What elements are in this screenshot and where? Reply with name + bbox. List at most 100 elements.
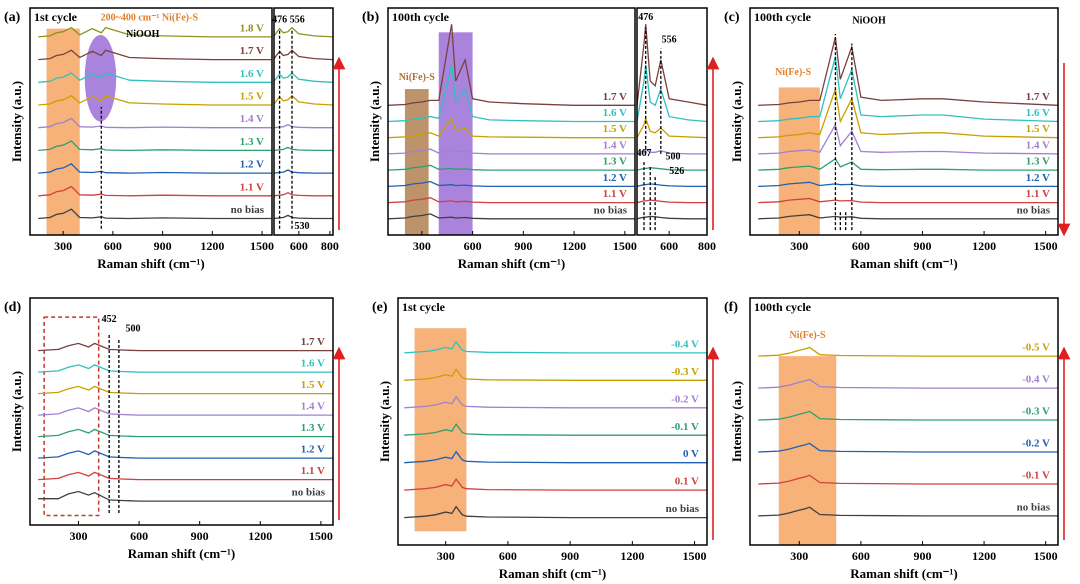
- y-axis-label: Intensity (a.u.): [729, 381, 744, 462]
- series-label: no bias: [594, 204, 628, 216]
- x-tick-label: 600: [852, 549, 870, 563]
- spectrum-line: [636, 24, 708, 106]
- panel: 300 600 900 1200 1500 Raman shift (cm⁻¹) Inten…: [362, 7, 637, 271]
- x-tick-label: 900: [154, 239, 172, 253]
- spectrum-line: [38, 208, 272, 220]
- annotation: Ni(Fe)-S: [775, 67, 812, 78]
- x-tick-label: 300: [69, 529, 87, 543]
- series-label: -0.2 V: [671, 393, 699, 405]
- highlight-region: [438, 32, 473, 236]
- series-label: 1.1 V: [240, 181, 264, 193]
- x-tick-label: 300: [413, 239, 431, 253]
- plot-frame: [29, 297, 334, 526]
- x-tick-label: 1500: [309, 529, 333, 543]
- spectrum-line: [758, 506, 1058, 517]
- series-label: -0.4 V: [1022, 374, 1050, 386]
- panel-label: (d): [4, 300, 21, 315]
- series-label: 1.7 V: [240, 45, 264, 57]
- series-label: -0.5 V: [1022, 342, 1050, 354]
- spectrum-line: [758, 346, 1058, 357]
- plot-frame: [749, 7, 1059, 236]
- series-label: 1.8 V: [240, 22, 264, 34]
- x-tick-label: 1500: [613, 239, 637, 253]
- series-label: 1.4 V: [301, 401, 325, 413]
- spectrum-line: [273, 191, 333, 197]
- series-label: 1.7 V: [603, 91, 627, 103]
- series-label: 1.1 V: [603, 188, 627, 200]
- x-tick-label: 300: [437, 549, 455, 563]
- x-tick-label: 1500: [250, 239, 274, 253]
- series-label: 1.6 V: [301, 358, 325, 370]
- series-label: 1.4 V: [1026, 139, 1050, 151]
- spectrum-line: [387, 64, 635, 123]
- spectrum-line: [38, 94, 272, 106]
- x-tick-label: 900: [514, 239, 532, 253]
- spectrum-line: [38, 342, 333, 352]
- spectrum-line: [758, 410, 1058, 421]
- y-axis-label: Intensity (a.u.): [9, 371, 24, 452]
- series-label: no bias: [292, 487, 326, 499]
- series-label: no bias: [1017, 204, 1051, 216]
- series-label: 1.7 V: [301, 336, 325, 348]
- plot-frame: [387, 7, 636, 236]
- x-tick-label: 600: [464, 239, 482, 253]
- spectrum-line: [636, 148, 707, 155]
- spectrum-line: [636, 116, 708, 139]
- spectrum-line: [38, 72, 272, 83]
- spectrum-line: [404, 340, 707, 354]
- x-tick-label: 600: [104, 239, 122, 253]
- spectrum-line: [38, 407, 333, 416]
- series-label: 1.2 V: [301, 444, 325, 456]
- series-label: -0.2 V: [1022, 438, 1050, 450]
- x-tick-label: 1200: [562, 239, 586, 253]
- x-tick-label: 300: [54, 239, 72, 253]
- annotation: 467: [637, 148, 652, 159]
- spectrum-line: [758, 197, 1058, 204]
- panel-label: (e): [372, 300, 388, 315]
- x-axis-label: Raman shift (cm⁻¹): [458, 256, 566, 271]
- spectrum-line: [404, 368, 707, 381]
- series-label: 0.1 V: [675, 476, 699, 488]
- x-tick-label: 1200: [620, 549, 644, 563]
- spectrum-line: [404, 450, 707, 464]
- series-label: 1.2 V: [240, 159, 264, 171]
- highlight-region: [404, 89, 429, 235]
- x-tick-label: 600: [852, 239, 870, 253]
- spectrum-line: [38, 26, 272, 38]
- annotation: 530: [294, 221, 309, 232]
- series-label: 1.6 V: [603, 107, 627, 119]
- spectrum-line: [758, 37, 1059, 106]
- panel: 300 600 900 1200 1500 Raman shift (cm⁻¹) Inten…: [4, 297, 346, 561]
- series-label: 1.2 V: [1026, 172, 1050, 184]
- highlight-region: [778, 87, 820, 235]
- x-tick-label: 800: [698, 239, 716, 253]
- spectrum-line: [404, 505, 707, 519]
- spectrum-line: [38, 428, 333, 438]
- series-label: 1.5 V: [240, 91, 264, 103]
- spectrum-line: [387, 197, 635, 204]
- series-label: no bias: [231, 204, 265, 216]
- panel-label: (f): [724, 300, 738, 315]
- series-label: 1.3 V: [603, 156, 627, 168]
- series-label: 1.4 V: [240, 113, 264, 125]
- annotation: 452: [102, 314, 117, 325]
- annotation: Ni(Fe)-S: [399, 72, 436, 83]
- panel-subtitle: 1st cycle: [402, 300, 446, 314]
- annotation: NiOOH: [852, 15, 886, 26]
- highlight-region: [46, 28, 80, 235]
- plot-frame: [636, 7, 708, 236]
- x-tick-label: 900: [913, 549, 931, 563]
- x-tick-label: 1200: [200, 239, 224, 253]
- annotation: 556: [290, 15, 305, 26]
- x-tick-label: 600: [290, 239, 308, 253]
- spectrum-line: [758, 474, 1058, 485]
- spectrum-line: [38, 140, 272, 152]
- spectrum-line: [273, 26, 334, 38]
- spectrum-line: [758, 122, 1059, 155]
- spectrum-line: [38, 185, 272, 197]
- spectrum-line: [38, 385, 333, 395]
- x-tick-label: 300: [790, 239, 808, 253]
- spectrum-line: [273, 146, 333, 152]
- spectrum-line: [404, 477, 707, 491]
- annotation: 556: [662, 35, 677, 46]
